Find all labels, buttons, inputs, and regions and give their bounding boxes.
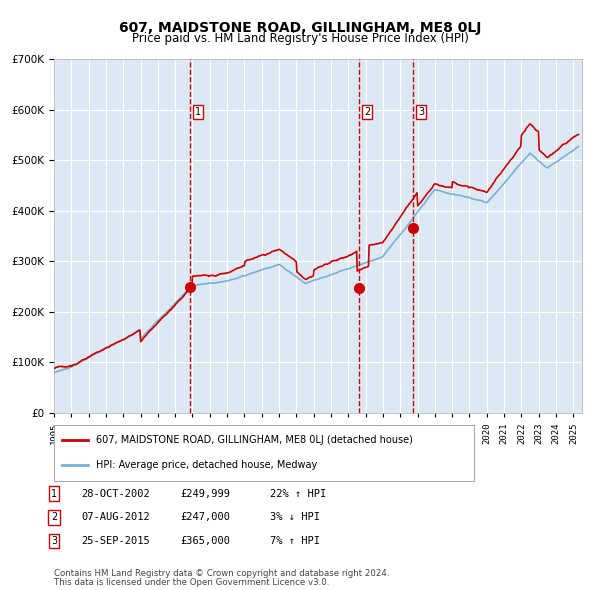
Text: £249,999: £249,999 (180, 489, 230, 499)
Text: 2: 2 (364, 107, 370, 117)
Text: £247,000: £247,000 (180, 513, 230, 522)
Text: 28-OCT-2002: 28-OCT-2002 (81, 489, 150, 499)
Text: 607, MAIDSTONE ROAD, GILLINGHAM, ME8 0LJ (detached house): 607, MAIDSTONE ROAD, GILLINGHAM, ME8 0LJ… (96, 435, 413, 445)
Text: Price paid vs. HM Land Registry's House Price Index (HPI): Price paid vs. HM Land Registry's House … (131, 32, 469, 45)
Text: HPI: Average price, detached house, Medway: HPI: Average price, detached house, Medw… (96, 460, 317, 470)
Text: 07-AUG-2012: 07-AUG-2012 (81, 513, 150, 522)
Text: Contains HM Land Registry data © Crown copyright and database right 2024.: Contains HM Land Registry data © Crown c… (54, 569, 389, 578)
Text: 1: 1 (51, 489, 57, 499)
Text: 607, MAIDSTONE ROAD, GILLINGHAM, ME8 0LJ: 607, MAIDSTONE ROAD, GILLINGHAM, ME8 0LJ (119, 21, 481, 35)
Text: 25-SEP-2015: 25-SEP-2015 (81, 536, 150, 546)
Text: 2: 2 (51, 513, 57, 522)
Text: 22% ↑ HPI: 22% ↑ HPI (270, 489, 326, 499)
Text: 1: 1 (195, 107, 201, 117)
Text: This data is licensed under the Open Government Licence v3.0.: This data is licensed under the Open Gov… (54, 578, 329, 587)
Text: 3% ↓ HPI: 3% ↓ HPI (270, 513, 320, 522)
Text: 3: 3 (418, 107, 424, 117)
Text: 3: 3 (51, 536, 57, 546)
Text: £365,000: £365,000 (180, 536, 230, 546)
Text: 7% ↑ HPI: 7% ↑ HPI (270, 536, 320, 546)
